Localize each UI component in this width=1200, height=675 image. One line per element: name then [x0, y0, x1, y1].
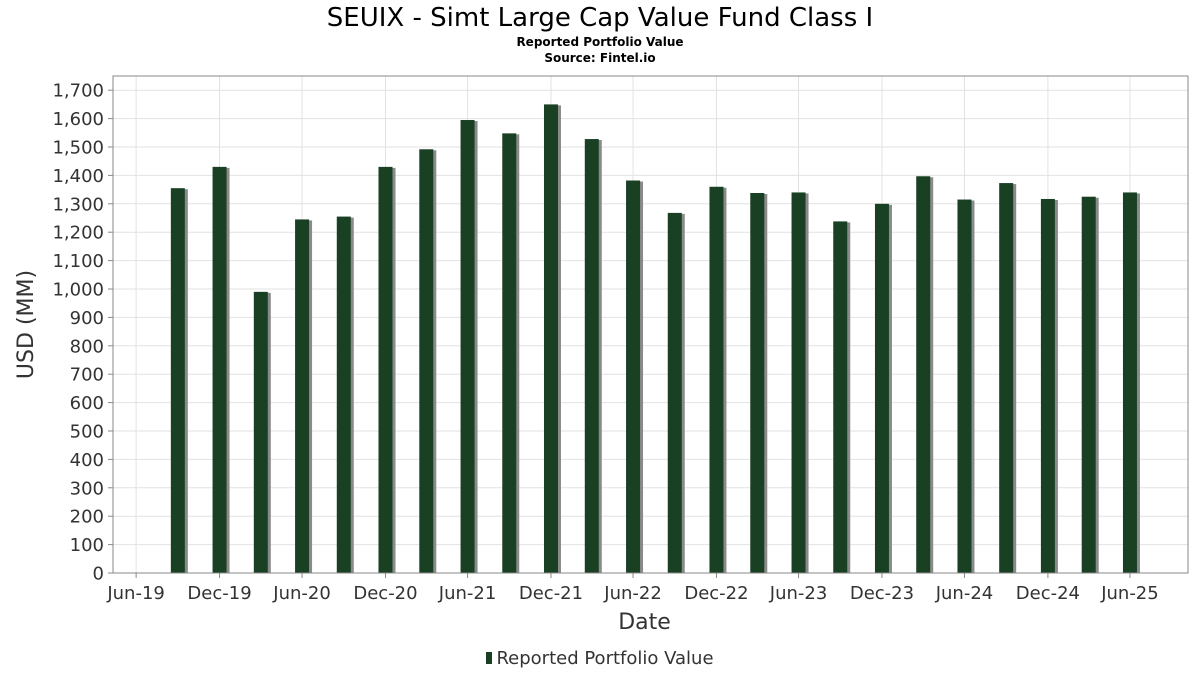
y-tick-label: 1,600 — [52, 109, 104, 130]
bar — [667, 212, 682, 573]
bar — [584, 139, 599, 573]
bar — [502, 133, 517, 574]
bar — [957, 199, 972, 574]
y-tick-label: 300 — [70, 478, 104, 499]
y-tick-label: 1,100 — [52, 251, 104, 272]
x-tick-label: Dec-19 — [187, 583, 251, 604]
y-tick-label: 600 — [70, 393, 104, 414]
y-tick-label: 1,200 — [52, 223, 104, 244]
x-tick-label: Jun-20 — [272, 583, 331, 604]
y-tick-label: 100 — [70, 535, 104, 556]
y-tick-label: 0 — [93, 564, 104, 585]
bar — [1081, 196, 1096, 573]
bar — [419, 149, 434, 573]
y-tick-label: 200 — [70, 507, 104, 528]
y-tick-label: 900 — [70, 308, 104, 329]
bar — [1040, 198, 1055, 574]
legend-swatch — [486, 652, 493, 664]
bar — [460, 120, 475, 574]
bar — [212, 166, 227, 573]
bar — [874, 203, 889, 574]
y-axis-label: USD (MM) — [14, 270, 39, 379]
chart-subtitle: Reported Portfolio Value — [516, 35, 684, 49]
x-tick-label: Jun-23 — [769, 583, 828, 604]
x-axis-label: Date — [618, 610, 671, 635]
bar — [999, 183, 1014, 573]
x-tick-label: Jun-22 — [603, 583, 662, 604]
y-tick-label: 700 — [70, 365, 104, 386]
bar — [295, 219, 310, 574]
x-tick-label: Jun-21 — [438, 583, 497, 604]
y-tick-label: 1,400 — [52, 166, 104, 187]
y-tick-label: 500 — [70, 422, 104, 443]
bar — [791, 192, 806, 573]
axis-layer: 0 100 200 300 400 500 600 700 800 900 1,000 1,100 1,… — [52, 81, 1158, 604]
bar — [336, 216, 351, 573]
bars-layer — [170, 104, 1140, 574]
bar — [709, 186, 724, 573]
bar — [378, 166, 393, 573]
bar — [543, 104, 558, 574]
y-tick-label: 1,000 — [52, 280, 104, 301]
x-tick-label: Dec-22 — [684, 583, 748, 604]
bar — [1122, 192, 1137, 573]
y-tick-label: 1,300 — [52, 194, 104, 215]
legend-label: Reported Portfolio Value — [496, 648, 714, 669]
legend: Reported Portfolio Value — [0, 648, 1200, 669]
y-tick-label: 400 — [70, 450, 104, 471]
grid-layer — [113, 76, 1188, 574]
bar — [750, 193, 765, 573]
bar — [916, 176, 931, 573]
x-tick-label: Dec-21 — [519, 583, 583, 604]
chart-title: SEUIX - Simt Large Cap Value Fund Class … — [326, 3, 874, 33]
x-tick-label: Jun-24 — [935, 583, 994, 604]
bar — [833, 221, 848, 573]
chart-source: Source: Fintel.io — [544, 51, 656, 65]
x-tick-label: Jun-25 — [1100, 583, 1159, 604]
y-tick-label: 1,700 — [52, 81, 104, 102]
x-tick-label: Dec-24 — [1016, 583, 1080, 604]
plot-frame — [112, 75, 1189, 574]
x-tick-label: Dec-23 — [850, 583, 914, 604]
x-tick-label: Dec-20 — [353, 583, 417, 604]
bar — [170, 188, 185, 573]
x-tick-label: Jun-19 — [106, 583, 165, 604]
bar — [626, 180, 641, 573]
y-tick-label: 800 — [70, 336, 104, 357]
y-tick-label: 1,500 — [52, 138, 104, 159]
bar — [253, 291, 268, 573]
